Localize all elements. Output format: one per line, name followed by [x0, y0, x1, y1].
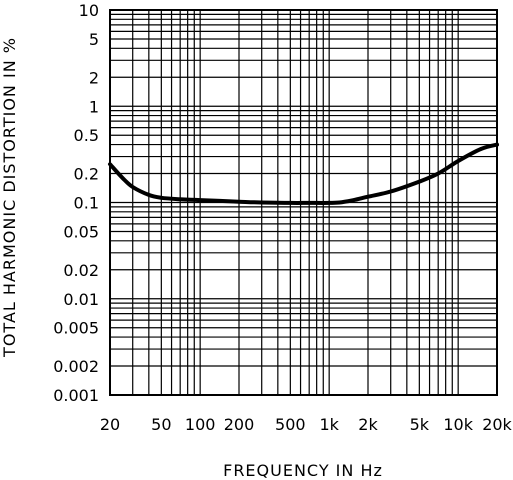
y-axis-label: TOTAL HARMONIC DISTORTION IN %	[0, 37, 19, 358]
y-tick-label: 1	[89, 97, 99, 116]
y-tick-label: 0.002	[53, 357, 99, 376]
x-tick-label: 20k	[482, 415, 512, 434]
x-tick-label: 50	[151, 415, 171, 434]
x-tick-label: 2k	[358, 415, 378, 434]
x-tick-label: 5k	[410, 415, 430, 434]
x-tick-label: 100	[185, 415, 216, 434]
y-tick-label: 0.001	[53, 386, 99, 405]
y-tick-label: 10	[79, 1, 99, 20]
y-tick-label: 0.05	[63, 222, 99, 241]
y-tick-label: 0.1	[74, 194, 99, 213]
series-lines	[108, 142, 499, 205]
y-tick-label: 5	[89, 30, 99, 49]
y-tick-label: 0.005	[53, 319, 99, 338]
x-tick-label: 20	[100, 415, 120, 434]
y-tick-label: 0.2	[74, 165, 99, 184]
thd-curve	[108, 142, 499, 205]
x-tick-label: 1k	[319, 415, 339, 434]
y-tick-label: 2	[89, 68, 99, 87]
x-tick-label: 500	[275, 415, 306, 434]
x-tick-label: 10k	[443, 415, 473, 434]
plot-frame	[109, 9, 498, 396]
y-tick-label: 0.5	[74, 126, 99, 145]
y-tick-labels: 10 5 2 1 0.5 0.2 0.1 0.05 0.02 0.01 0.005 0.002 0.00…	[53, 1, 99, 405]
x-axis-label: FREQUENCY IN Hz	[223, 461, 383, 480]
x-tick-label: 200	[224, 415, 255, 434]
y-tick-label: 0.02	[63, 261, 99, 280]
x-tick-labels: 20 50 100 200 500 1k 2k 5k 10k 20k	[100, 415, 513, 434]
y-tick-label: 0.01	[63, 290, 99, 309]
